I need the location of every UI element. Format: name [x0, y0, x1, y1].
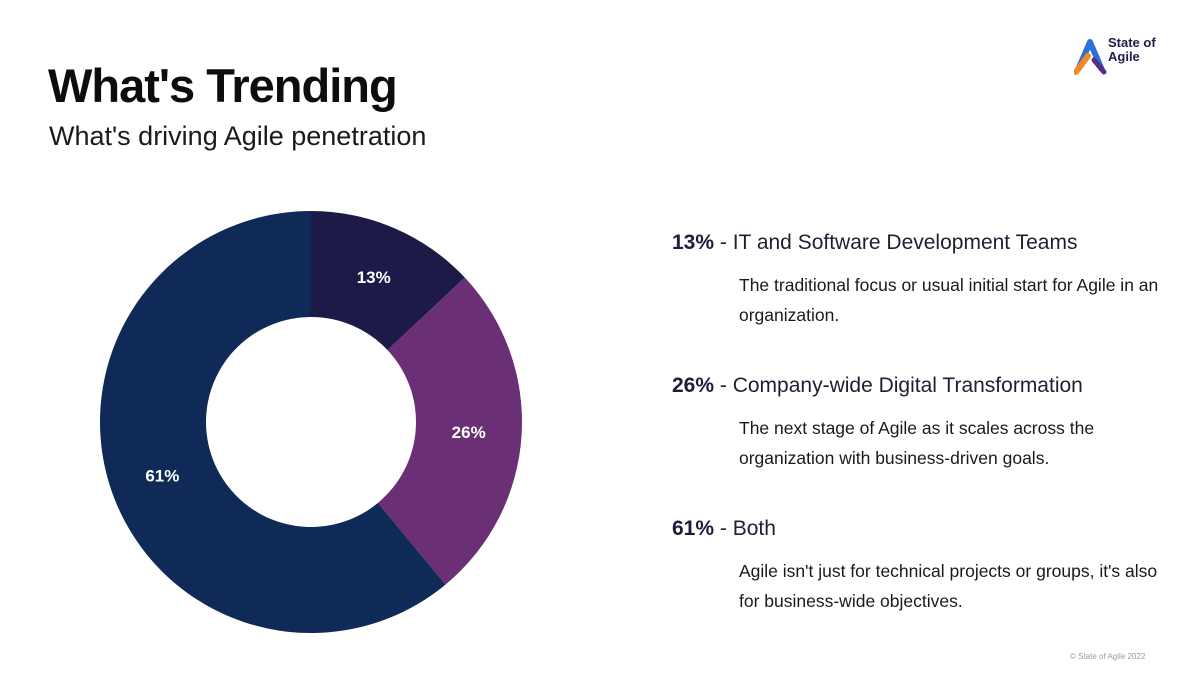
legend-heading: 13% - IT and Software Development Teams — [672, 230, 1152, 256]
legend-separator: - — [714, 231, 733, 254]
legend-description: The traditional focus or usual initial s… — [739, 275, 1159, 325]
legend-heading: 26% - Company-wide Digital Transformatio… — [672, 373, 1152, 399]
legend-percent: 61% — [672, 517, 715, 540]
slice-data-label: 13% — [357, 268, 391, 287]
legend-item-both: 61% - Both Agile isn't just for technica… — [672, 516, 1157, 659]
legend-item-digital-transformation: 26% - Company-wide Digital Transformatio… — [672, 373, 1152, 516]
legend-item-it-teams: 13% - IT and Software Development Teams … — [672, 230, 1158, 373]
legend-percent: 26% — [672, 374, 715, 397]
page-subtitle: What's driving Agile penetration — [49, 121, 427, 151]
legend-separator: - — [714, 517, 733, 540]
legend-title: Both — [732, 517, 776, 540]
chart-legend: 13% - IT and Software Development Teams … — [672, 230, 1158, 659]
donut-slice-61pct — [99, 211, 446, 633]
legend-title: IT and Software Development Teams — [732, 231, 1078, 254]
donut-slice-26pct — [377, 277, 522, 585]
page-title: What's Trending — [48, 59, 398, 112]
logo-text: State of Agile — [1108, 35, 1156, 64]
legend-title: Company-wide Digital Transformation — [732, 374, 1083, 397]
slice-data-label: 26% — [452, 423, 486, 442]
legend-description: The next stage of Agile as it scales acr… — [739, 418, 1095, 468]
state-of-agile-logo: State of Agile — [1073, 34, 1174, 78]
legend-percent: 13% — [672, 231, 715, 254]
donut-slice-13pct — [311, 211, 465, 351]
legend-description: Agile isn't just for technical projects … — [739, 561, 1158, 611]
copyright-footer: © State of Agile 2022 — [1070, 652, 1146, 661]
slice-data-label: 61% — [145, 467, 179, 486]
logo-mark-icon — [1073, 39, 1107, 75]
legend-heading: 61% - Both — [672, 516, 1152, 542]
legend-separator: - — [714, 374, 733, 397]
